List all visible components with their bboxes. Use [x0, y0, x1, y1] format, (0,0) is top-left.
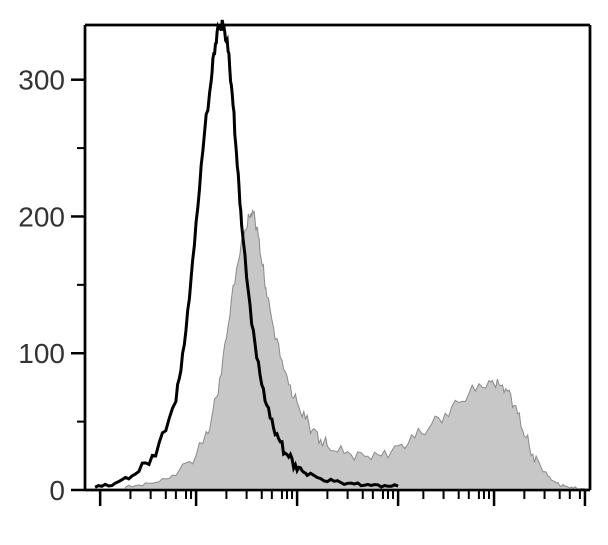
y-tick-label: 100	[18, 338, 65, 369]
flow-cytometry-histogram: 0 100 200 300	[0, 0, 608, 545]
y-tick-label: 300	[18, 65, 65, 96]
chart-svg: 0 100 200 300	[0, 0, 608, 545]
y-tick-label: 200	[18, 201, 65, 232]
y-tick-label: 0	[49, 475, 65, 506]
